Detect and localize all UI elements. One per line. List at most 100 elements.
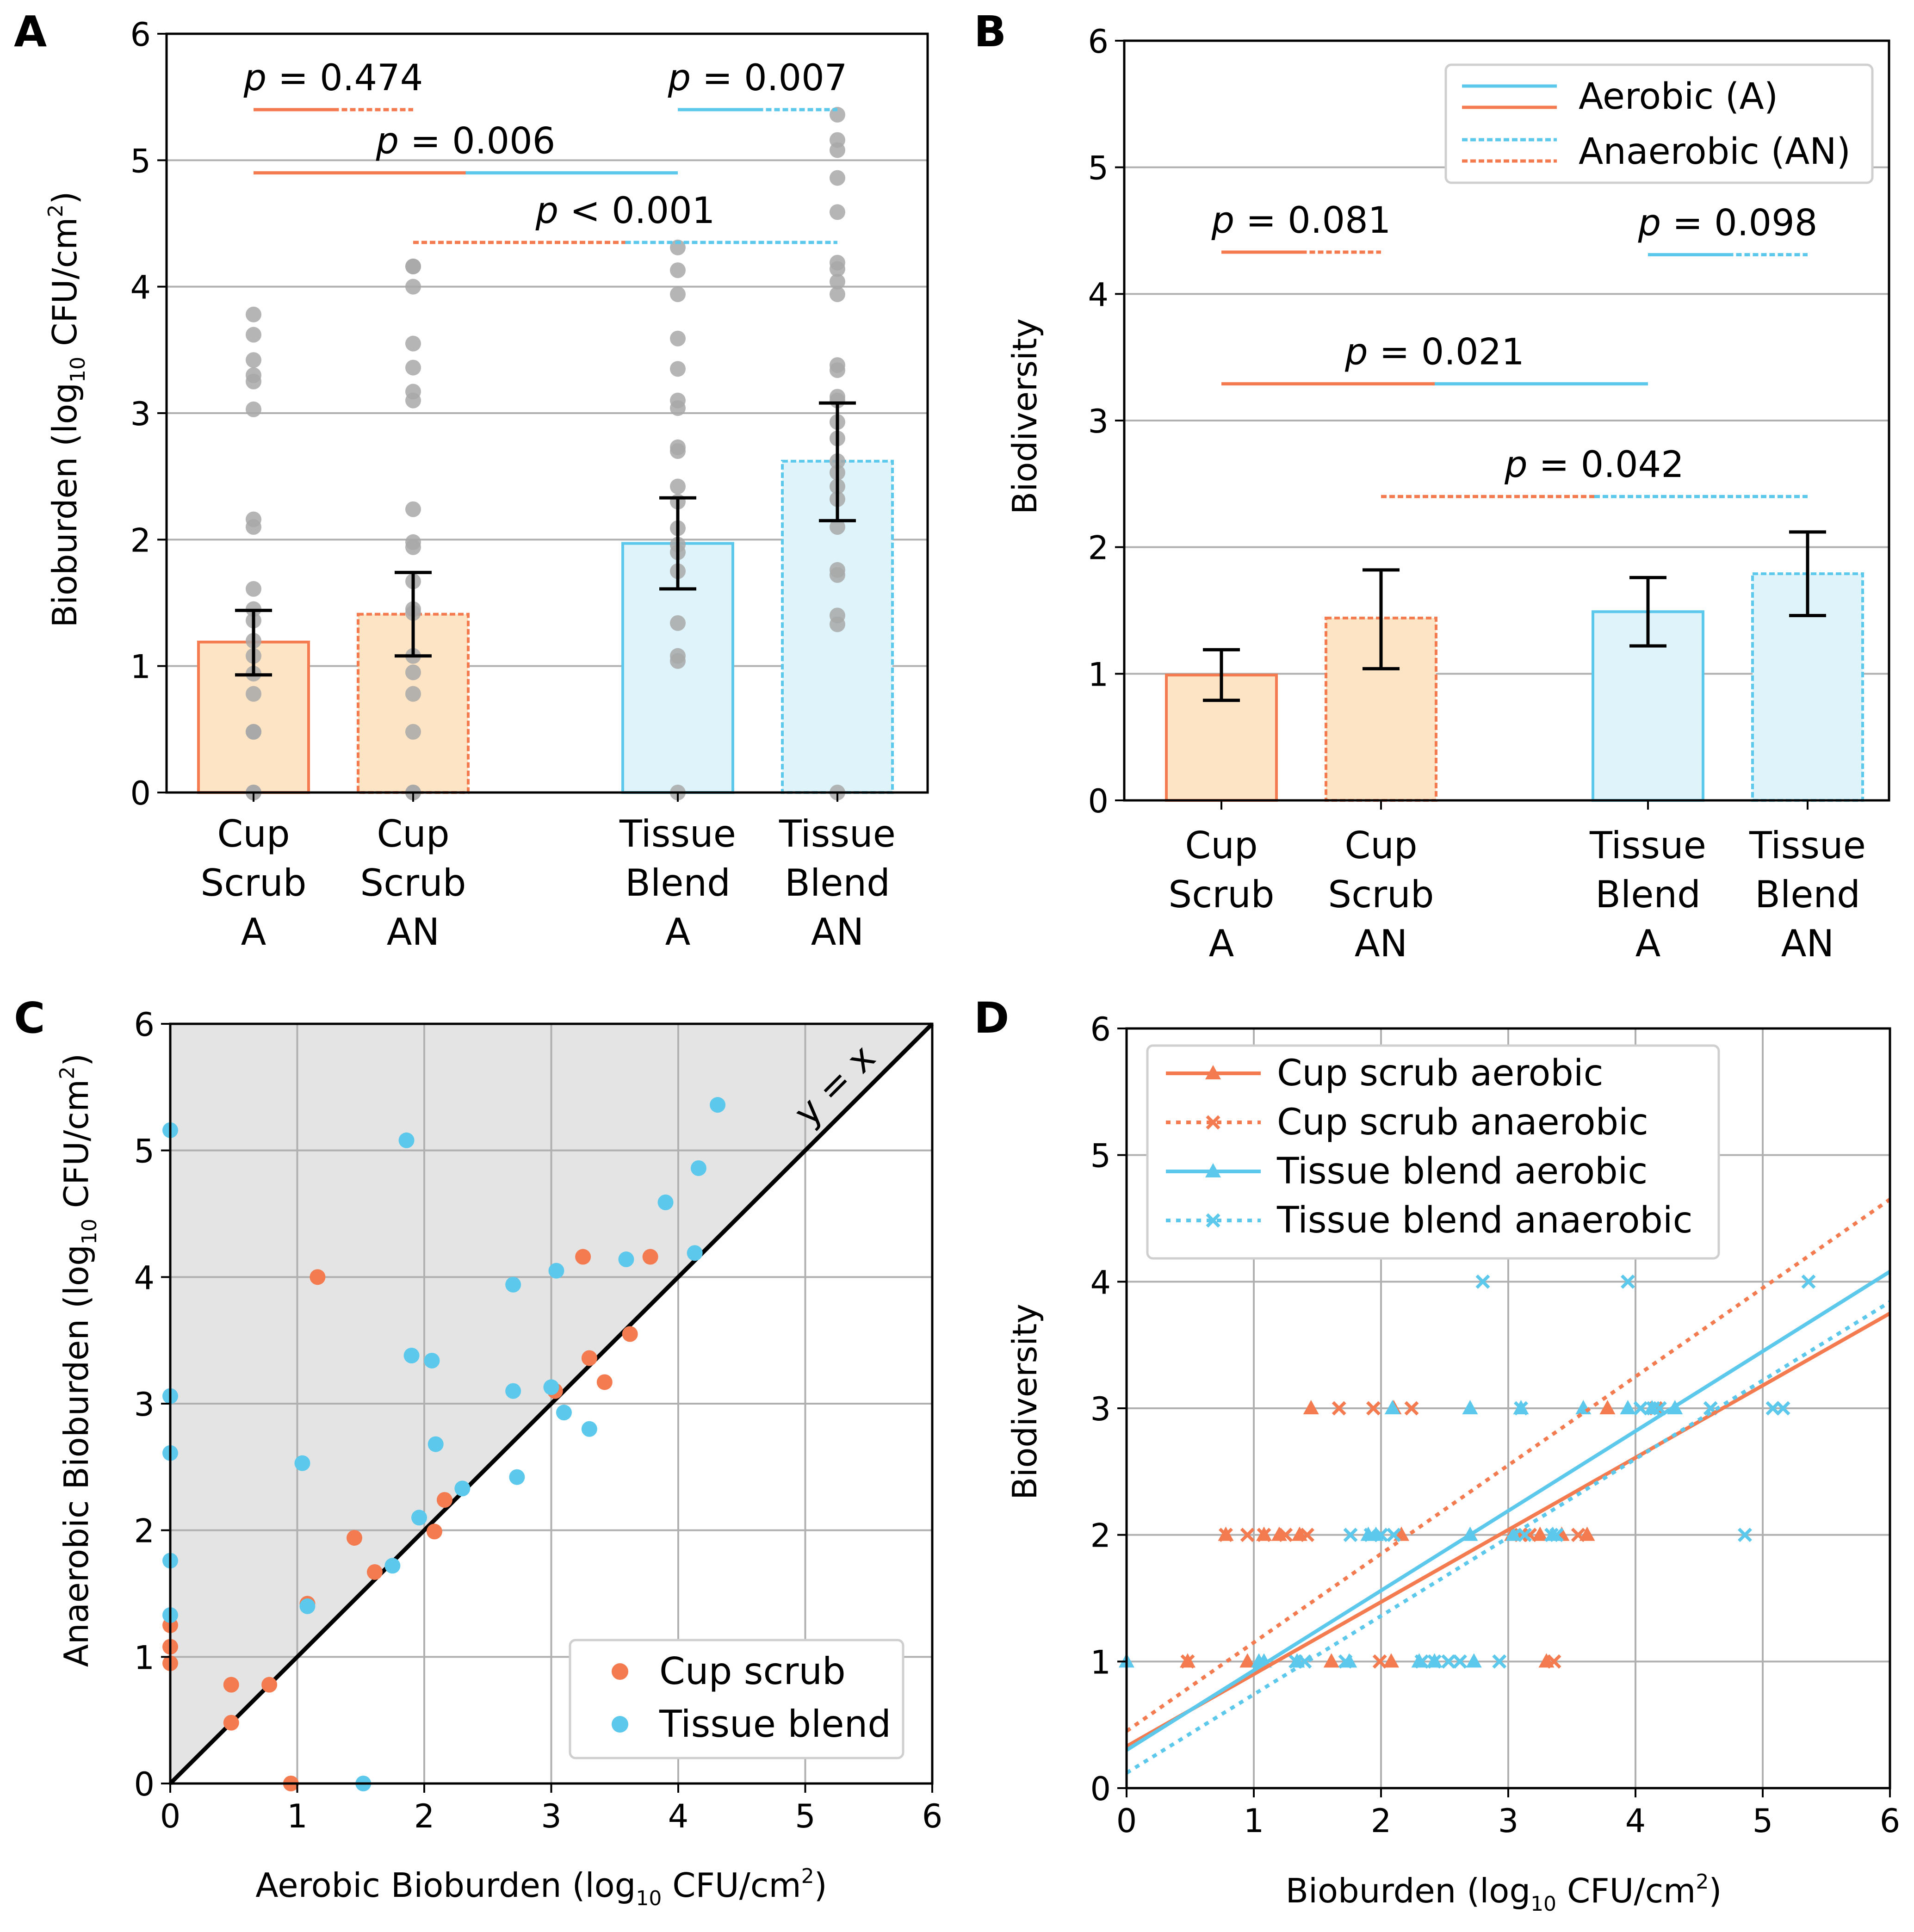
x-tick-label: 5 (795, 1797, 816, 1835)
data-point (657, 1194, 674, 1210)
data-point (830, 286, 845, 303)
data-point (1549, 1528, 1564, 1542)
panel-d-axes: 0 1 2 3 4 5 6 0 1 2 3 4 5 6 (1090, 1010, 1900, 1840)
legend-tissue-blend-label: Tissue blend (659, 1703, 891, 1746)
plot-frame (169, 1022, 934, 1785)
x-marker-stroke (1652, 1401, 1667, 1416)
data-point (405, 279, 421, 295)
data-point (246, 581, 261, 597)
data-point (1278, 1528, 1293, 1542)
fit-line (1126, 1312, 1891, 1748)
data-point (246, 306, 261, 322)
x-tick-label: 3 (1498, 1802, 1519, 1840)
y-tick-label: 2 (130, 521, 151, 559)
x-category-label: AN (387, 910, 440, 954)
data-point (246, 401, 261, 417)
data-point (246, 724, 261, 740)
x-category-label: Scrub (1168, 873, 1274, 916)
x-marker-stroke (1278, 1528, 1293, 1542)
data-point (1621, 1274, 1635, 1289)
data-point (1738, 1528, 1752, 1542)
y-tick-label: 5 (1088, 149, 1109, 187)
data-point (581, 1350, 597, 1366)
data-point (294, 1455, 310, 1471)
x-marker-stroke (1571, 1528, 1586, 1542)
x-category-label: AN (1355, 922, 1408, 965)
x-marker-stroke (1240, 1528, 1255, 1542)
y-tick-label: 0 (1088, 782, 1109, 820)
y-tick-label: 3 (1088, 402, 1109, 440)
data-point (1575, 1400, 1592, 1414)
x-marker-stroke (1427, 1654, 1442, 1669)
data-point (261, 1677, 278, 1693)
x-category-label: Blend (1595, 873, 1701, 916)
x-category-label: Blend (1755, 873, 1860, 916)
legend-aerobic-label: Aerobic (A) (1579, 76, 1778, 118)
data-point (246, 686, 261, 702)
data-point (1257, 1528, 1271, 1542)
x-category-label: Cup (1344, 824, 1417, 867)
x-marker-stroke (1549, 1528, 1564, 1542)
y-tick-label: 6 (134, 1006, 155, 1044)
data-point (830, 616, 845, 632)
data-point (830, 170, 845, 186)
panel-a-bar-chart: p = 0.474 p = 0.007 p = 0.006 p < 0.001 0 1 2… (44, 16, 929, 954)
y-tick-label: 1 (130, 648, 151, 686)
data-point (670, 361, 686, 377)
data-point (405, 724, 421, 740)
data-point (1547, 1654, 1561, 1669)
p-value-label: p = 0.021 (1344, 332, 1524, 373)
fit-line (1125, 1270, 1891, 1752)
x-marker-stroke (1621, 1274, 1635, 1289)
data-point (1475, 1274, 1490, 1289)
legend-tissue-blend-marker (612, 1716, 628, 1733)
data-point (575, 1249, 591, 1265)
x-marker-stroke (1453, 1654, 1467, 1669)
x-category-label: Scrub (1328, 873, 1434, 916)
data-point (1404, 1401, 1419, 1416)
data-point (366, 1564, 383, 1580)
data-point (1338, 1654, 1353, 1669)
panel-a-axes: 0 1 2 3 4 5 6 Cup Scrub A Cup Scrub AN Tissue Blend A Ti… (130, 16, 929, 954)
data-point (405, 501, 421, 517)
data-point (1343, 1528, 1358, 1542)
y-tick-label: 1 (1088, 656, 1109, 694)
data-point (556, 1405, 572, 1421)
data-point (405, 392, 421, 409)
y-tick-label: 6 (1088, 23, 1109, 61)
x-marker-stroke (1738, 1528, 1752, 1542)
data-point (509, 1469, 525, 1485)
y-tick-label: 6 (130, 16, 151, 54)
data-point (403, 1348, 420, 1364)
x-category-label: A (1209, 922, 1234, 965)
data-point (830, 142, 845, 158)
panel-d-legend: Cup scrub aerobic Cup scrub anaerobic Ti… (1146, 1044, 1720, 1260)
panel-b-legend-frame (1444, 63, 1874, 184)
data-point (1776, 1401, 1790, 1416)
data-point (1384, 1400, 1400, 1414)
data-point (581, 1421, 597, 1437)
data-point (405, 686, 421, 702)
data-point (1514, 1401, 1528, 1416)
data-point (1414, 1654, 1429, 1669)
data-point (1633, 1401, 1648, 1416)
data-point (670, 400, 686, 416)
data-point (690, 1160, 706, 1176)
data-point (1180, 1654, 1195, 1669)
data-point (246, 373, 261, 390)
data-point (1372, 1654, 1387, 1669)
x-tick-label: 4 (1625, 1802, 1646, 1840)
x-tick-label: 5 (1753, 1802, 1773, 1840)
data-point (1579, 1526, 1595, 1541)
x-category-label: Blend (625, 861, 731, 904)
legend-cup-scrub-label: Cup scrub (659, 1650, 846, 1693)
data-point (1544, 1528, 1559, 1542)
data-point (405, 539, 421, 555)
x-tick-label: 1 (1244, 1802, 1264, 1840)
panel-d-legend-frame (1146, 1044, 1720, 1260)
y-tick-label: 5 (134, 1133, 155, 1170)
x-category-label: Tissue (1749, 824, 1866, 867)
data-point (670, 330, 686, 347)
p-value-label: p < 0.001 (535, 190, 715, 232)
